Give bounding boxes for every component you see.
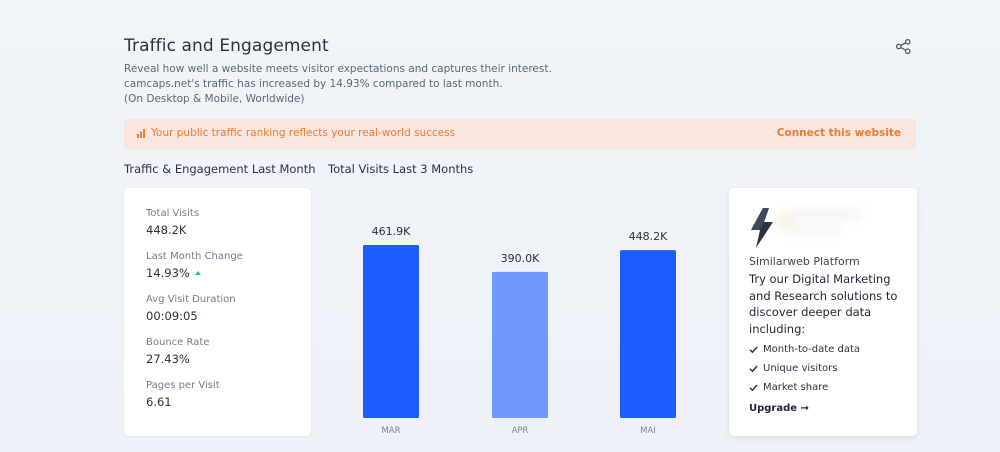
promo-feature-item: Market share (749, 378, 860, 397)
banner-text: Your public traffic ranking reflects you… (151, 127, 456, 139)
stat-value: 448.2K (146, 223, 187, 237)
upgrade-promo-card: Similarweb Platform Try our Digital Mark… (729, 188, 917, 436)
feature-label: Month-to-date data (763, 344, 861, 355)
stat-avg-visit-duration: Avg Visit Duration 00:09:05 (146, 294, 236, 323)
visits-chart-svg: 461.9K MAR 390.0K APR 448.2K MAI (363, 225, 676, 436)
connect-website-link[interactable]: Connect this website (776, 127, 901, 139)
stat-bounce-rate: Bounce Rate 27.43% (146, 337, 209, 366)
check-icon (749, 346, 758, 354)
promo-feature-item: Unique visitors (749, 359, 860, 378)
x-tick-label: MAI (640, 426, 656, 436)
engagement-section-title: Traffic & Engagement Last Month (124, 162, 316, 176)
bar-mai[interactable] (620, 250, 676, 418)
bar-value-label: 390.0K (501, 252, 540, 265)
bar-chart-icon (137, 129, 145, 138)
ranking-banner: Your public traffic ranking reflects you… (124, 119, 916, 150)
x-tick-label: MAR (381, 426, 400, 436)
feature-label: Unique visitors (763, 363, 838, 374)
description-line: camcaps.net's traffic has increased by 1… (124, 78, 503, 90)
stat-total-visits: Total Visits 448.2K (146, 208, 199, 237)
stat-pages-per-visit: Pages per Visit 6.61 (146, 380, 220, 409)
stat-label: Total Visits (146, 208, 200, 219)
feature-label: Market share (763, 382, 829, 393)
visits-bar-chart: 461.9K MAR 390.0K APR 448.2K MAI (330, 188, 710, 444)
stat-value: 27.43% (146, 352, 190, 366)
visits-chart-title: Total Visits Last 3 Months (328, 162, 474, 176)
trend-up-icon (194, 271, 201, 275)
bar-value-label: 461.9K (372, 225, 411, 238)
blurred-preview (778, 210, 874, 234)
stat-label: Avg Visit Duration (146, 294, 236, 305)
stat-label: Last Month Change (146, 251, 243, 262)
promo-headline: Try our Digital Marketing and Research s… (749, 272, 898, 336)
promo-product-name: Similarweb Platform (749, 255, 860, 268)
x-tick-label: APR (512, 426, 529, 436)
lightning-logo-icon (751, 208, 773, 248)
stat-last-month-change: Last Month Change 14.93% (146, 251, 243, 280)
bar-apr[interactable] (492, 271, 548, 418)
stat-value: 14.93% (146, 266, 190, 280)
bar-value-label: 448.2K (629, 230, 668, 243)
stat-value: 6.61 (146, 395, 172, 409)
stat-value: 00:09:05 (146, 309, 198, 323)
stat-label: Bounce Rate (146, 337, 210, 348)
stat-label: Pages per Visit (146, 380, 220, 391)
page-title: Traffic and Engagement (124, 36, 329, 56)
engagement-stats-card: Total Visits 448.2K Last Month Change 14… (124, 188, 311, 436)
description-line: Reveal how well a website meets visitor … (124, 63, 552, 75)
page-description: Reveal how well a website meets visitor … (124, 62, 724, 107)
promo-feature-list: Month-to-date data Unique visitors Marke… (749, 340, 860, 397)
promo-feature-item: Month-to-date data (749, 340, 860, 359)
bar-mar[interactable] (363, 245, 419, 418)
description-line: (On Desktop & Mobile, Worldwide) (124, 93, 305, 105)
check-icon (749, 365, 758, 373)
check-icon (749, 384, 758, 392)
upgrade-link[interactable]: Upgrade → (749, 403, 809, 414)
share-icon[interactable] (895, 38, 912, 55)
